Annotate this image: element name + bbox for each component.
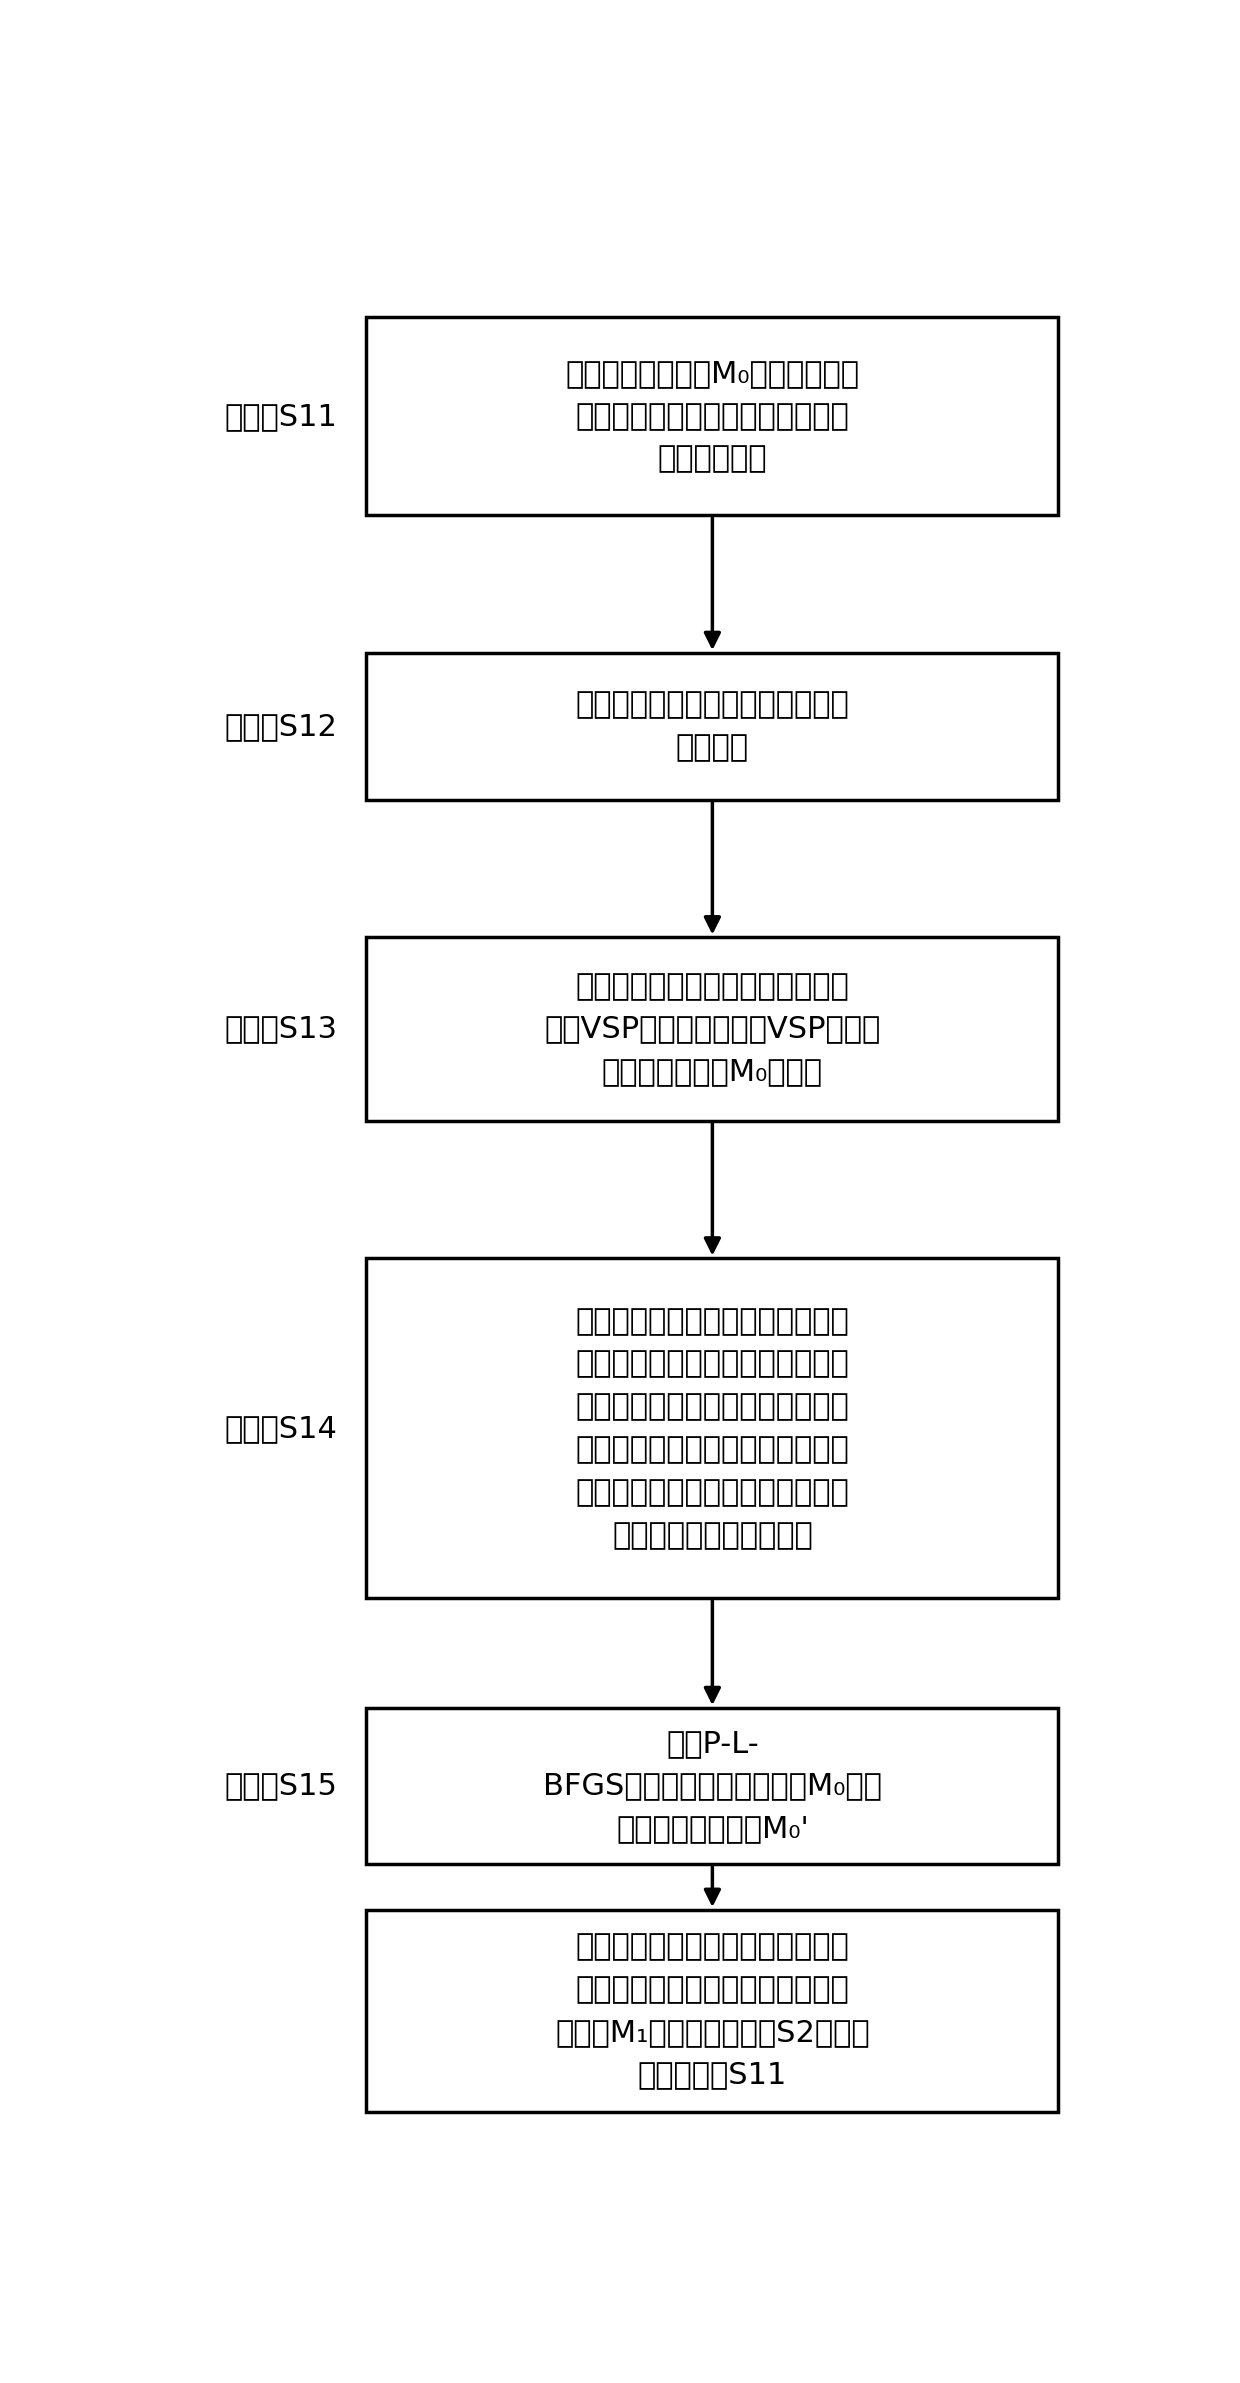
Text: 构建地下地质构造模式的结构特征
张量算子: 构建地下地质构造模式的结构特征 张量算子	[575, 691, 849, 763]
Text: 采用初始速度模型M₀以及地面地震
数据进行叠前深度偏移，获得地下
地质构造模式: 采用初始速度模型M₀以及地面地震 数据进行叠前深度偏移，获得地下 地质构造模式	[565, 360, 859, 474]
Text: 基于各向异性扩散方程构建沿地下
地质构造模式的结构特征张量算子
平滑的地面地震构造约束滤波算子
，对梯度沿地面地震构造约束方向
进行平滑滤波，得到基于地面地震
: 基于各向异性扩散方程构建沿地下 地质构造模式的结构特征张量算子 平滑的地面地震构…	[575, 1306, 849, 1549]
Bar	[367, 1258, 1058, 1599]
Bar	[367, 1709, 1058, 1864]
Text: 子步骤S12: 子步骤S12	[224, 713, 337, 741]
Bar	[367, 317, 1058, 515]
Text: 判断是否完成给定次数的迭代，若
是则将更新的速度模型作为中间速
度模型M₁，并继续到步骤S2，否则
返回子步骤S11: 判断是否完成给定次数的迭代，若 是则将更新的速度模型作为中间速 度模型M₁，并继…	[556, 1933, 869, 2090]
Text: 子步骤S13: 子步骤S13	[224, 1015, 337, 1044]
Text: 子步骤S14: 子步骤S14	[224, 1413, 337, 1442]
Text: 子步骤S15: 子步骤S15	[224, 1771, 337, 1802]
Bar	[367, 653, 1058, 801]
Text: 通过P-L-
BFGS算法更新所述速度模型M₀，获
得更新的速度模型M₀': 通过P-L- BFGS算法更新所述速度模型M₀，获 得更新的速度模型M₀'	[543, 1728, 882, 1844]
Text: 基于时间域数据匹配的全波形反演
构建VSP数据残差，基于VSP数据残
差计算速度模型M₀的梯度: 基于时间域数据匹配的全波形反演 构建VSP数据残差，基于VSP数据残 差计算速度…	[544, 972, 880, 1087]
Text: 子步骤S11: 子步骤S11	[224, 403, 337, 431]
Bar	[367, 1909, 1058, 2111]
Bar	[367, 937, 1058, 1120]
